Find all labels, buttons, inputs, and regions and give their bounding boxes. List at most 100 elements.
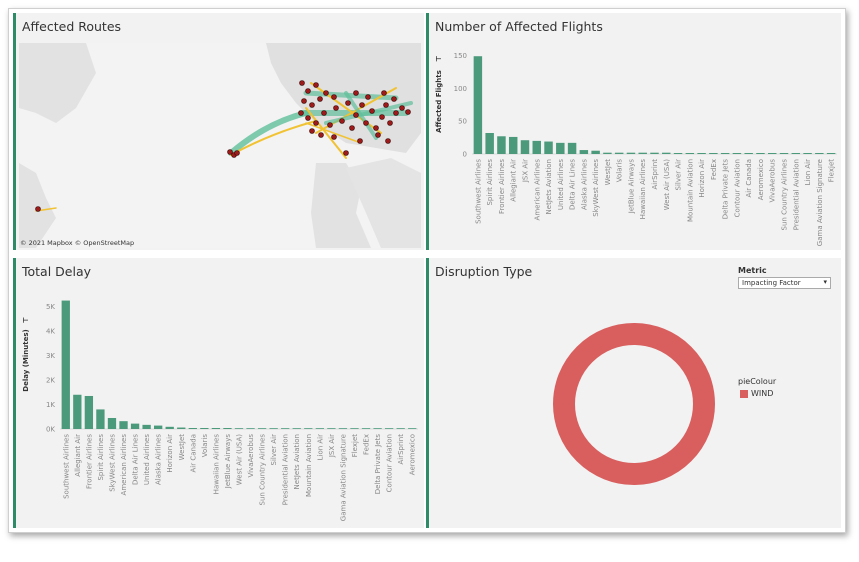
x-tick-label: SkyWest Airlines — [592, 159, 600, 217]
bar — [673, 153, 683, 154]
y-tick-label: 1K — [46, 401, 55, 409]
bar — [84, 395, 94, 429]
x-tick-label: Alaska Airlines — [580, 159, 588, 210]
bar — [720, 153, 730, 154]
x-tick-label: Volaris — [201, 434, 209, 458]
x-tick-label: VivaAerobus — [247, 434, 255, 478]
y-tick-label: 5K — [46, 303, 55, 311]
total-delay-title: Total Delay — [22, 264, 92, 279]
bar — [61, 300, 70, 429]
x-tick-label: Spirit Airlines — [97, 434, 105, 481]
x-tick-label: VivaAerobus — [769, 159, 777, 203]
chevron-down-icon: ▾ — [823, 278, 827, 286]
x-tick-label: Air Canada — [189, 434, 197, 472]
x-tick-label: Delta Air Lines — [132, 434, 140, 485]
x-tick-label: West Air (USA) — [236, 434, 244, 485]
x-tick-label: Lion Air — [316, 434, 324, 461]
airport-markers[interactable] — [35, 80, 411, 212]
legend-item-wind[interactable]: WIND — [740, 389, 773, 398]
bar — [579, 150, 589, 154]
x-tick-label: Air Canada — [745, 159, 753, 197]
bar — [732, 153, 742, 154]
x-tick-label: FedEx — [363, 434, 371, 455]
dashboard: Affected Routes — [8, 8, 846, 533]
bar — [211, 428, 221, 429]
x-tick-label: JSX Air — [521, 159, 529, 183]
bar — [815, 153, 824, 154]
y-tick-label: 0K — [46, 426, 55, 434]
bar — [544, 141, 553, 154]
y-tick-label: 4K — [46, 328, 55, 336]
x-tick-label: Flexjet — [351, 434, 359, 458]
x-tick-label: Contour Aviation — [733, 159, 741, 217]
x-tick-label: Frontier Airlines — [85, 434, 93, 489]
bar — [497, 136, 506, 154]
bar — [638, 152, 647, 154]
x-tick-label: Southwest Airlines — [474, 159, 482, 224]
bar — [603, 152, 612, 154]
y-axis-label: Delay (Minutes) — [22, 329, 30, 391]
x-tick-label: SkyWest Airlines — [108, 434, 116, 492]
x-tick-label: FedEx — [710, 159, 718, 180]
metric-dropdown-value: Impacting Factor — [742, 279, 801, 287]
y-tick-label: 3K — [46, 352, 55, 360]
x-tick-label: Alaska Airlines — [155, 434, 163, 485]
bar — [281, 428, 290, 429]
bar — [107, 417, 117, 429]
x-tick-label: American Airlines — [120, 434, 128, 496]
bar — [234, 428, 244, 429]
disruption-donut-chart[interactable] — [429, 258, 844, 528]
bar — [473, 56, 483, 154]
pie-slice-wind[interactable] — [553, 323, 715, 485]
bar — [744, 153, 753, 154]
metric-dropdown[interactable]: Impacting Factor ▾ — [738, 277, 831, 289]
bar — [188, 428, 197, 429]
total-delay-chart: 0K 1K 2K 3K 4K 5K Delay (Minutes) ⊤ Southwest Ai… — [22, 300, 418, 521]
bar — [567, 142, 577, 154]
bar — [154, 425, 163, 429]
bar — [556, 142, 565, 154]
bar — [257, 428, 267, 429]
y-tick-label: 50 — [458, 118, 467, 126]
affected-routes-panel: Affected Routes — [13, 13, 424, 250]
x-tick-label: Contour Aviation — [386, 434, 394, 492]
x-tick-label: Hawaiian Airlines — [212, 434, 220, 495]
x-tick-label: NetJets Aviation — [293, 434, 301, 489]
bar — [662, 152, 671, 154]
x-tick-label: Southwest Airlines — [62, 434, 70, 499]
bar — [338, 428, 348, 429]
x-tick-label: Delta Air Lines — [569, 159, 577, 210]
x-tick-label: West Air (USA) — [663, 159, 671, 210]
bar — [532, 140, 541, 154]
bar — [73, 394, 82, 429]
bar — [119, 421, 128, 429]
bar — [614, 152, 624, 154]
bar — [304, 428, 313, 429]
x-tick-label: Sun Country Airlines — [259, 434, 267, 506]
route-map[interactable] — [16, 13, 424, 250]
bar — [130, 423, 140, 429]
bar — [373, 428, 382, 429]
filter-icon: ⊤ — [435, 55, 443, 61]
x-tick-label: Frontier Airlines — [498, 159, 506, 214]
affected-routes-title: Affected Routes — [22, 19, 122, 34]
x-tick-label: JetBlue Airways — [627, 159, 635, 215]
bar — [384, 428, 394, 429]
x-tick-label: Hawaiian Airlines — [639, 159, 647, 220]
x-tick-label: WestJet — [178, 434, 186, 461]
x-tick-label: NetJets Aviation — [545, 159, 553, 214]
x-tick-label: JetBlue Airways — [224, 434, 232, 490]
x-tick-label: Aeromexico — [757, 159, 765, 200]
x-tick-label: Volaris — [616, 159, 624, 183]
bar — [826, 153, 836, 154]
x-tick-label: Horizon Air — [166, 434, 174, 473]
y-tick-label: 100 — [454, 85, 467, 93]
bar — [269, 428, 278, 429]
map-attribution: © 2021 Mapbox © OpenStreetMap — [20, 239, 135, 247]
x-tick-label: Spirit Airlines — [486, 159, 494, 206]
x-tick-label: Silver Air — [675, 159, 683, 191]
affected-flights-panel: Number of Affected Flights 0 50 100 150 Affe… — [426, 13, 841, 250]
legend-title: pieColour — [738, 377, 777, 386]
disruption-type-title: Disruption Type — [435, 264, 533, 279]
affected-flights-chart: 0 50 100 150 Affected Flights ⊤ Southwest Airl… — [435, 52, 837, 246]
